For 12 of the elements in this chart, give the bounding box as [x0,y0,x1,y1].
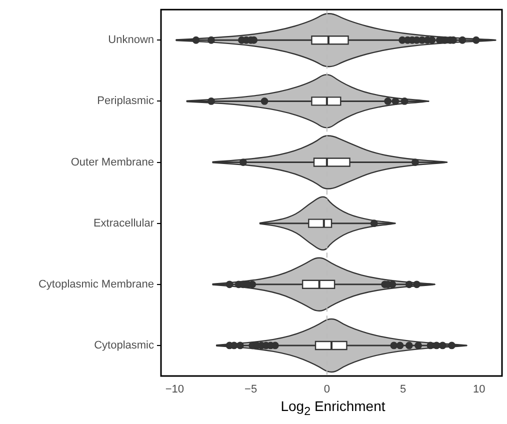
x-axis-title: Log$_{2}$ Enrichment [280,398,386,418]
y-tick-label: Outer Membrane [70,156,154,168]
y-tick-label: Cytoplasmic [94,340,154,352]
x-tick-label: 5 [400,384,406,396]
y-tick-label: Cytoplasmic Membrane [38,278,154,290]
x-tick-label: 0 [324,384,330,396]
x-tick-label: 10 [473,384,486,396]
x-tick-label: −10 [165,384,184,396]
y-tick-label: Periplasmic [97,95,154,108]
y-tick-label: Unknown [108,34,154,46]
y-tick-label: Extracellular [93,217,154,230]
x-tick-label: −5 [244,384,258,396]
